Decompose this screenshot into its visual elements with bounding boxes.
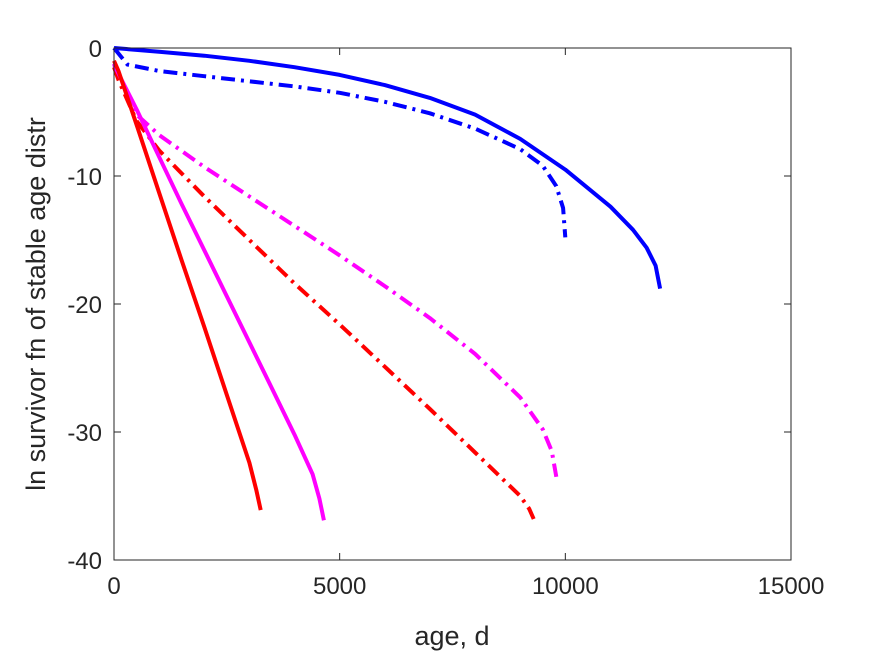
series-line-2 [112,46,568,238]
y-tick-label: 0 [89,36,102,63]
series-line-1 [113,46,663,289]
x-tick-label: 15000 [758,573,825,600]
x-axis-label: age, d [414,621,489,651]
y-tick-label: -20 [67,292,102,319]
x-tick-label: 5000 [313,573,366,600]
x-tick-label: 10000 [532,573,599,600]
series-line-6 [112,59,263,511]
tick-layer: 0 5000 10000 15000 0 -10 -20 -30 -40 [67,36,824,600]
y-tick-label: -30 [67,420,102,447]
series-layer [112,46,663,521]
y-axis-label: ln survivor fn of stable age distr [21,117,51,491]
x-tick-label: 0 [107,573,120,600]
series-line-5 [112,63,326,521]
y-tick-label: -10 [67,164,102,191]
plot-area [114,48,791,560]
y-tick-label: -40 [67,548,102,575]
series-line-4 [112,66,536,520]
